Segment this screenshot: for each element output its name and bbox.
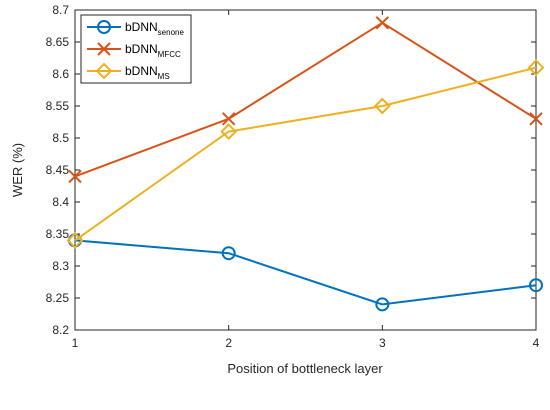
data-point-marker — [529, 278, 543, 293]
data-point-marker — [529, 112, 543, 126]
legend-label-main: bDNN — [125, 20, 158, 34]
data-point-marker — [375, 297, 390, 312]
y-tick-label: 8.2 — [52, 323, 69, 337]
y-axis: 8.2 8.25 8.3 8.35 8.4 8.45 8.5 8.55 8.6 8.65 8.7 — [46, 3, 536, 337]
data-point-marker — [66, 231, 84, 249]
y-tick-label: 8.45 — [46, 163, 70, 177]
y-tick-label: 8.35 — [46, 227, 70, 241]
x-tick-label: 2 — [225, 336, 232, 350]
x-axis-label: Position of bottleneck layer — [227, 361, 383, 376]
series-mfcc — [68, 16, 543, 184]
legend-label-subscript: senone — [158, 28, 185, 37]
data-point-marker — [527, 59, 545, 77]
legend-label-subscript: MS — [158, 72, 170, 81]
legend-label: bDNNsenone — [125, 20, 184, 37]
y-tick-label: 8.7 — [52, 3, 69, 17]
data-point-marker — [375, 16, 390, 30]
data-point-marker — [221, 112, 236, 126]
y-tick-label: 8.55 — [46, 99, 70, 113]
series-line — [74, 21, 537, 178]
legend-label-subscript: MFCC — [158, 50, 181, 59]
legend-label-main: bDNN — [125, 42, 158, 56]
y-axis-label: WER (%) — [10, 143, 25, 197]
series-layer — [66, 16, 545, 312]
series-line — [74, 66, 537, 242]
data-point-marker — [68, 169, 82, 184]
legend-entry: bDNNMFCC — [87, 42, 181, 59]
series-line — [74, 239, 537, 306]
data-point-marker — [221, 246, 236, 261]
legend-label-main: bDNN — [125, 64, 158, 78]
y-tick-label: 8.25 — [46, 291, 70, 305]
legend-entry: bDNNMS — [87, 62, 170, 81]
y-tick-label: 8.6 — [52, 67, 69, 81]
x-tick-label: 4 — [533, 336, 540, 350]
data-point-marker — [220, 123, 238, 141]
x-axis: 1 2 3 4 — [72, 10, 540, 350]
data-point-marker — [373, 97, 391, 115]
legend-marker — [95, 62, 113, 80]
y-tick-label: 8.65 — [46, 35, 70, 49]
legend-label: bDNNMS — [125, 64, 170, 81]
legend-entry: bDNNsenone — [87, 20, 184, 37]
series-ms — [66, 59, 545, 249]
x-tick-label: 1 — [72, 336, 79, 350]
legend-label: bDNNMFCC — [125, 42, 181, 59]
y-tick-label: 8.3 — [52, 259, 69, 273]
y-tick-label: 8.5 — [52, 131, 69, 145]
x-tick-label: 3 — [379, 336, 386, 350]
legend-marker — [97, 20, 111, 34]
y-tick-label: 8.4 — [52, 195, 69, 209]
legend-marker — [97, 42, 111, 56]
